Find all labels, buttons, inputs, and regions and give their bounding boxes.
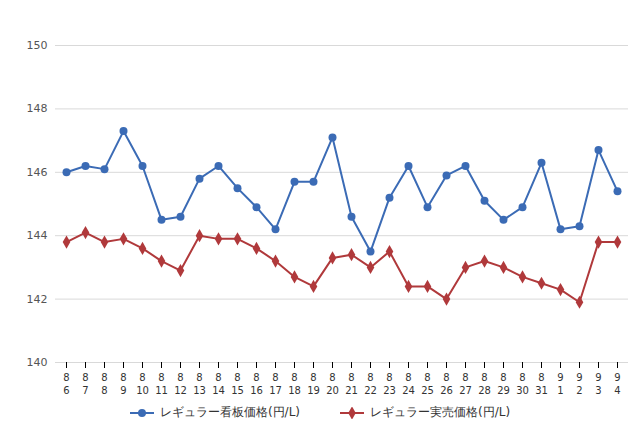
svg-text:825: 825 <box>421 372 434 396</box>
svg-text:828: 828 <box>478 372 491 396</box>
svg-text:92: 92 <box>576 372 582 396</box>
svg-text:816: 816 <box>250 372 263 396</box>
svg-text:814: 814 <box>212 372 225 396</box>
svg-text:830: 830 <box>516 372 529 396</box>
svg-text:810: 810 <box>136 372 149 396</box>
svg-text:820: 820 <box>326 372 339 396</box>
svg-text:815: 815 <box>231 372 244 396</box>
svg-text:142: 142 <box>27 293 48 306</box>
svg-text:821: 821 <box>345 372 358 396</box>
svg-text:88: 88 <box>101 372 107 396</box>
html-text:レギュラー実売価格(円/L): レギュラー実売価格(円/L) <box>370 405 511 419</box>
svg-text:140: 140 <box>27 356 48 369</box>
svg-text:812: 812 <box>174 372 187 396</box>
html-text:レギュラー看板価格(円/L): レギュラー看板価格(円/L) <box>159 405 300 419</box>
svg-text:818: 818 <box>288 372 301 396</box>
svg-text:89: 89 <box>120 372 126 396</box>
svg-text:819: 819 <box>307 372 320 396</box>
svg-text:93: 93 <box>595 372 601 396</box>
svg-text:831: 831 <box>535 372 548 396</box>
svg-text:144: 144 <box>27 229 48 242</box>
svg-text:146: 146 <box>27 166 48 179</box>
svg-text:87: 87 <box>82 372 88 396</box>
svg-text:811: 811 <box>155 372 168 396</box>
svg-text:813: 813 <box>193 372 206 396</box>
svg-text:94: 94 <box>614 372 620 396</box>
svg-text:148: 148 <box>27 102 48 115</box>
svg-text:817: 817 <box>269 372 282 396</box>
svg-text:829: 829 <box>497 372 510 396</box>
svg-text:826: 826 <box>440 372 453 396</box>
svg-text:824: 824 <box>402 372 415 396</box>
svg-text:91: 91 <box>557 372 563 396</box>
svg-text:86: 86 <box>63 372 69 396</box>
svg-text:150: 150 <box>27 39 48 52</box>
svg-text:827: 827 <box>459 372 472 396</box>
svg-text:822: 822 <box>364 372 377 396</box>
svg-text:823: 823 <box>383 372 396 396</box>
